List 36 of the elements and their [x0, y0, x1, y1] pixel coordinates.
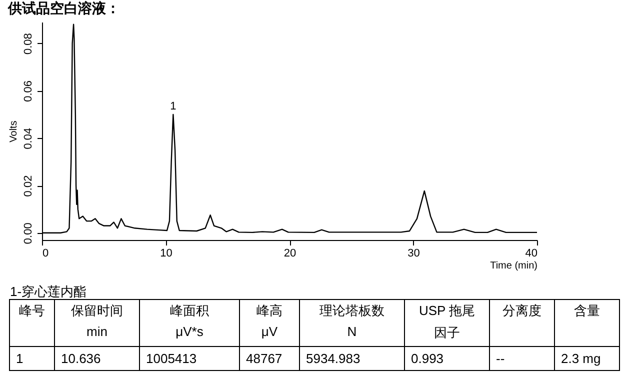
x-tick-label: 30: [408, 248, 420, 260]
text: μV*s: [140, 322, 240, 346]
text: 理论塔板数: [300, 300, 404, 322]
x-tick-label: 0: [42, 248, 49, 260]
text: 2.3 mg: [554, 346, 620, 370]
annotation: 1: [170, 100, 176, 112]
text: 1: [10, 346, 54, 370]
x-tick-label: 40: [525, 248, 538, 260]
text: 1-穿心莲内酯: [10, 283, 87, 301]
y-tick-label: 0.06: [22, 80, 34, 102]
text: 分离度: [490, 300, 554, 322]
x-tick-label: 10: [160, 248, 172, 260]
text: N: [300, 322, 404, 346]
chart-title: 供试品空白溶液：: [7, 0, 120, 16]
x-tick-label: 20: [284, 248, 296, 260]
text: 含量: [554, 300, 620, 322]
y-tick-label: 0.08: [22, 33, 34, 55]
y-tick-label: 0.02: [22, 175, 34, 197]
y-tick-label: 0.04: [22, 128, 34, 150]
text: μV: [240, 322, 300, 346]
text: 5934.983: [300, 346, 404, 370]
text: USP 拖尾: [404, 300, 490, 322]
text: 10.636: [54, 346, 140, 370]
x-axis-title: Time (min): [490, 260, 538, 272]
text: 1005413: [140, 346, 240, 370]
text: --: [490, 346, 554, 370]
text: 0.993: [404, 346, 490, 370]
text: min: [54, 322, 140, 346]
y-axis-title: Volts: [8, 120, 20, 142]
text: 峰面积: [140, 300, 240, 322]
text: 保留时间: [54, 300, 140, 322]
y-tick-label: 0.00: [22, 222, 34, 244]
text: 峰号: [10, 300, 54, 322]
text: 因子: [404, 322, 490, 346]
text: 48767: [240, 346, 300, 370]
text: 峰高: [240, 300, 300, 322]
